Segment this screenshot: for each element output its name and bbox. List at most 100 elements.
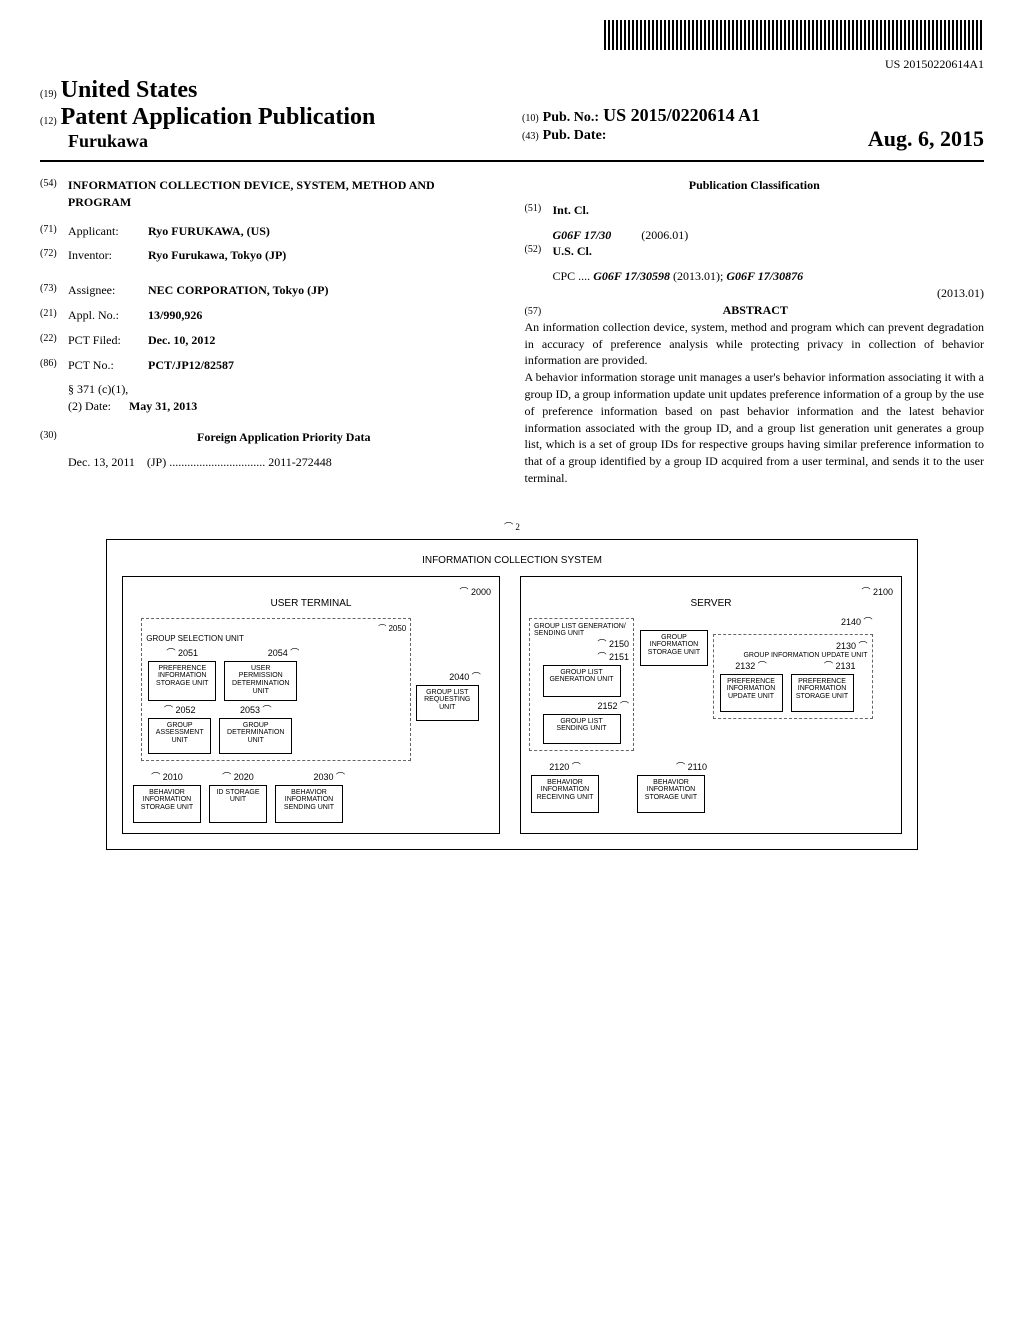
box-2140: GROUP INFORMATION STORAGE UNIT bbox=[640, 630, 708, 666]
appl-num-num: (21) bbox=[40, 307, 68, 324]
uscl-num: (52) bbox=[525, 243, 553, 260]
foreign-heading: Foreign Application Priority Data bbox=[197, 430, 370, 444]
assignee-label: Assignee: bbox=[68, 282, 148, 299]
box-2120: BEHAVIOR INFORMATION RECEIVING UNIT bbox=[531, 775, 599, 813]
pct-no-label: PCT No.: bbox=[68, 357, 148, 374]
abstract-p2: A behavior information storage unit mana… bbox=[525, 369, 985, 487]
inventor-num: (72) bbox=[40, 247, 68, 264]
inventor-label: Inventor: bbox=[68, 247, 148, 264]
cpc-code2: G06F 17/30876 bbox=[726, 269, 803, 283]
ref-2140: 2140 ⌒ bbox=[638, 615, 873, 628]
pct-filed-value: Dec. 10, 2012 bbox=[148, 332, 500, 349]
box-2053: GROUP DETERMINATION UNIT bbox=[219, 718, 292, 754]
ref-2054: 2054 ⌒ bbox=[222, 646, 299, 659]
server-box: ⌒ 2100 SERVER GROUP LIST GENERATION/ SEN… bbox=[520, 576, 902, 834]
intcl-num: (51) bbox=[525, 202, 553, 219]
pct-no-value: PCT/JP12/82587 bbox=[148, 357, 500, 374]
applicant-value: Ryo FURUKAWA, (US) bbox=[148, 223, 500, 240]
country: United States bbox=[61, 77, 198, 103]
pub-type: Patent Application Publication bbox=[61, 104, 376, 130]
author-name: Furukawa bbox=[40, 131, 502, 152]
box-2051: PREFERENCE INFORMATION STORAGE UNIT bbox=[148, 661, 216, 701]
ref-2152: 2152 ⌒ bbox=[534, 699, 629, 712]
pub-no-value: US 2015/0220614 A1 bbox=[603, 105, 760, 125]
cpc-label: CPC .... bbox=[553, 269, 591, 283]
box-2020: ID STORAGE UNIT bbox=[209, 785, 267, 823]
appl-value: 13/990,926 bbox=[148, 307, 500, 324]
country-num: (19) bbox=[40, 89, 57, 100]
ref-2051: ⌒ 2051 bbox=[146, 646, 218, 659]
barcode-text: US 20150220614A1 bbox=[40, 57, 984, 72]
right-column: Publication Classification (51) Int. Cl.… bbox=[525, 177, 985, 487]
applicant-num: (71) bbox=[40, 223, 68, 240]
box-2150-title: GROUP LIST GENERATION/ SENDING UNIT bbox=[534, 623, 629, 637]
server-title: SERVER bbox=[529, 598, 893, 609]
pub-no-label: Pub. No.: bbox=[543, 110, 599, 125]
ref-2053: 2053 ⌒ bbox=[217, 703, 294, 716]
box-2130-title: GROUP INFORMATION UPDATE UNIT bbox=[718, 652, 868, 659]
intcl-code: G06F 17/30 bbox=[553, 228, 612, 242]
group-selection-unit: ⌒ 2050 GROUP SELECTION UNIT ⌒ 2051 PREFE… bbox=[141, 618, 411, 761]
cpc-year2: (2013.01) bbox=[937, 285, 984, 302]
box-2132: PREFERENCE INFORMATION UPDATE UNIT bbox=[720, 674, 783, 712]
user-terminal-box: ⌒ 2000 USER TERMINAL ⌒ 2050 GROUP SELECT… bbox=[122, 576, 500, 834]
foreign-country: (JP) bbox=[147, 455, 166, 469]
ref-2040: 2040 ⌒ bbox=[414, 670, 481, 683]
ref-2151: ⌒ 2151 bbox=[534, 650, 629, 663]
barcode-graphic bbox=[604, 20, 984, 50]
pct-no-num: (86) bbox=[40, 357, 68, 374]
ref-2050: ⌒ 2050 bbox=[146, 623, 406, 634]
foreign-app: 2011-272448 bbox=[268, 455, 332, 469]
barcode-section: US 20150220614A1 bbox=[40, 20, 984, 72]
title-num: (54) bbox=[40, 177, 68, 211]
pct-filed-num: (22) bbox=[40, 332, 68, 349]
ref-2131: ⌒ 2131 bbox=[789, 659, 856, 672]
pub-type-num: (12) bbox=[40, 116, 57, 127]
classification-heading: Publication Classification bbox=[525, 177, 985, 194]
group-info-update: 2130 ⌒ GROUP INFORMATION UPDATE UNIT 213… bbox=[713, 634, 873, 719]
ref-2020: ⌒ 2020 bbox=[207, 770, 269, 783]
diagram-container: ⌒ 2 INFORMATION COLLECTION SYSTEM ⌒ 2000… bbox=[40, 517, 984, 850]
ref-2010: ⌒ 2010 bbox=[131, 770, 203, 783]
server-ref: ⌒ 2100 bbox=[529, 585, 893, 598]
box-2151: GROUP LIST GENERATION UNIT bbox=[543, 665, 621, 697]
ref-2132: 2132 ⌒ bbox=[718, 659, 785, 672]
box-2054: USER PERMISSION DETERMINATION UNIT bbox=[224, 661, 297, 701]
intcl-year: (2006.01) bbox=[641, 228, 688, 242]
system-diagram: INFORMATION COLLECTION SYSTEM ⌒ 2000 USE… bbox=[106, 539, 918, 850]
group-selection-title: GROUP SELECTION UNIT bbox=[146, 634, 406, 643]
body-columns: (54) INFORMATION COLLECTION DEVICE, SYST… bbox=[40, 177, 984, 487]
s371-date-label: (2) Date: bbox=[68, 399, 111, 413]
box-2110: BEHAVIOR INFORMATION STORAGE UNIT bbox=[637, 775, 705, 813]
box-2030: BEHAVIOR INFORMATION SENDING UNIT bbox=[275, 785, 343, 823]
box-2010: BEHAVIOR INFORMATION STORAGE UNIT bbox=[133, 785, 201, 823]
terminal-title: USER TERMINAL bbox=[131, 598, 491, 609]
ref-2130: 2130 ⌒ bbox=[718, 639, 868, 652]
pub-date-value: Aug. 6, 2015 bbox=[868, 126, 984, 152]
terminal-ref: ⌒ 2000 bbox=[131, 585, 491, 598]
assignee-num: (73) bbox=[40, 282, 68, 299]
intcl-label: Int. Cl. bbox=[553, 203, 589, 217]
assignee-value: NEC CORPORATION, Tokyo (JP) bbox=[148, 282, 500, 299]
ref-2110: ⌒ 2110 bbox=[635, 760, 707, 773]
abstract-heading: ABSTRACT bbox=[556, 302, 956, 319]
box-2131: PREFERENCE INFORMATION STORAGE UNIT bbox=[791, 674, 854, 712]
ref-2150: ⌒ 2150 bbox=[534, 637, 629, 650]
applicant-label: Applicant: bbox=[68, 223, 148, 240]
appl-label: Appl. No.: bbox=[68, 307, 148, 324]
s371-label: § 371 (c)(1), bbox=[68, 382, 128, 396]
group-list-gen-sending: GROUP LIST GENERATION/ SENDING UNIT ⌒ 21… bbox=[529, 618, 634, 751]
inventor-value: Ryo Furukawa, Tokyo (JP) bbox=[148, 247, 500, 264]
box-2152: GROUP LIST SENDING UNIT bbox=[543, 714, 621, 744]
left-column: (54) INFORMATION COLLECTION DEVICE, SYST… bbox=[40, 177, 500, 487]
invention-title: INFORMATION COLLECTION DEVICE, SYSTEM, M… bbox=[68, 177, 500, 211]
pub-no-num: (10) bbox=[522, 113, 539, 124]
s371-date-value: May 31, 2013 bbox=[129, 399, 197, 413]
system-ref: ⌒ 2 bbox=[504, 522, 520, 532]
pub-date-num: (43) bbox=[522, 131, 539, 142]
header-row: (19) United States (12) Patent Applicati… bbox=[40, 77, 984, 152]
ref-2052: ⌒ 2052 bbox=[146, 703, 213, 716]
system-title: INFORMATION COLLECTION SYSTEM bbox=[122, 555, 902, 566]
ref-2120: 2120 ⌒ bbox=[529, 760, 601, 773]
abstract-num: (57) bbox=[525, 305, 553, 319]
